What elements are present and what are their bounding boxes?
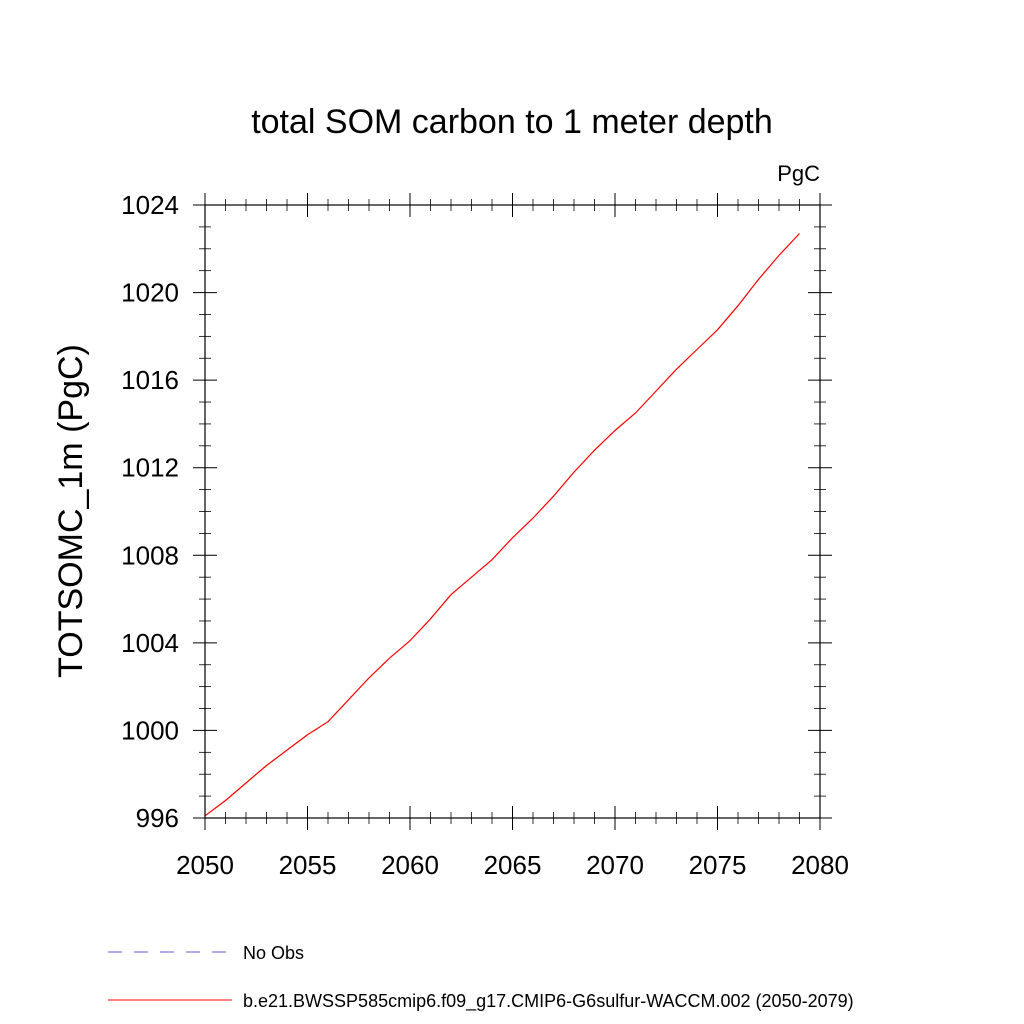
y-tick-label: 1000 (121, 715, 179, 745)
units-label: PgC (777, 161, 820, 186)
y-tick-label: 1004 (121, 628, 179, 658)
plot-frame (204, 204, 821, 819)
legend-label: No Obs (243, 943, 304, 963)
x-tick-label: 2060 (381, 850, 439, 880)
x-tick-label: 2070 (586, 850, 644, 880)
legend-label: b.e21.BWSSP585cmip6.f09_g17.CMIP6-G6sulf… (243, 991, 854, 1012)
y-tick-label: 1008 (121, 540, 179, 570)
x-tick-label: 2050 (176, 850, 234, 880)
series-line (204, 233, 800, 817)
y-tick-label: 1020 (121, 278, 179, 308)
y-tick-label: 1016 (121, 365, 179, 395)
y-axis-label: TOTSOMC_1m (PgC) (52, 344, 90, 678)
y-tick-label: 1012 (121, 453, 179, 483)
x-tick-label: 2075 (689, 850, 747, 880)
x-tick-label: 2055 (279, 850, 337, 880)
series-layer (204, 233, 800, 817)
legend: No Obs b.e21.BWSSP585cmip6.f09_g17.CMIP6-… (108, 943, 854, 1012)
y-tick-label: 1024 (121, 190, 179, 220)
x-tick-label: 2080 (791, 850, 849, 880)
tick-marks (193, 193, 832, 830)
x-tick-label: 2065 (484, 850, 542, 880)
tick-labels: 2050 2055 2060 2065 2070 2075 2080 996 1000 1004 1… (121, 190, 849, 880)
chart-title: total SOM carbon to 1 meter depth (251, 103, 773, 141)
y-tick-label: 996 (136, 803, 179, 833)
